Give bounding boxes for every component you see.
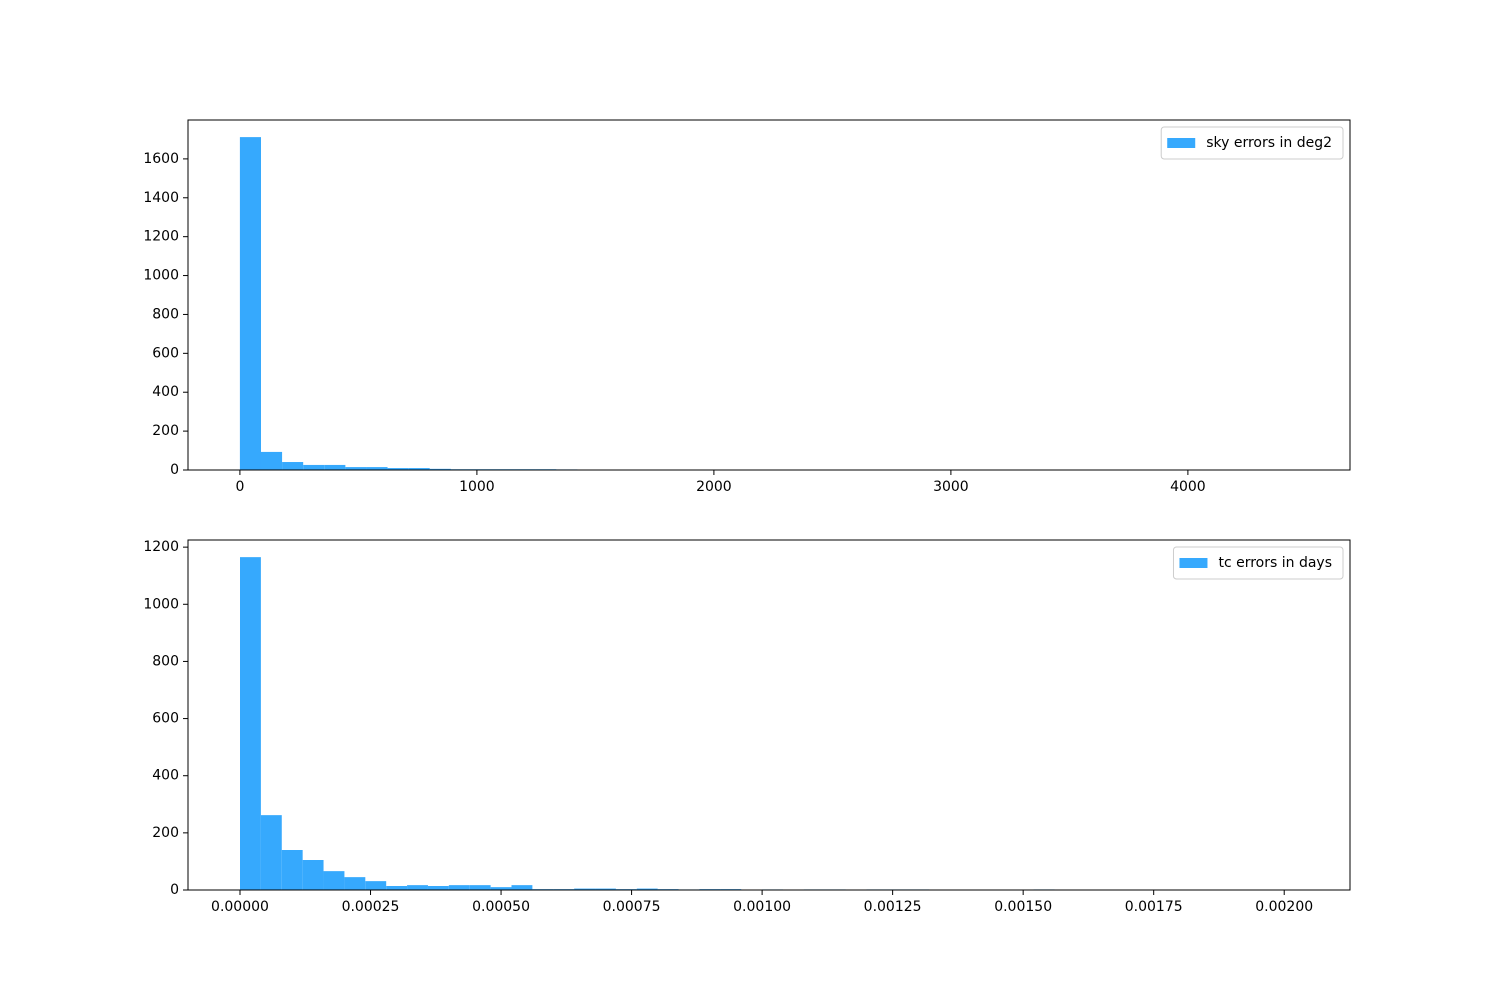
legend-patch <box>1179 558 1208 568</box>
y-tick-label: 400 <box>152 768 179 784</box>
legend-label: sky errors in deg2 <box>1206 135 1332 151</box>
x-tick-label: 0 <box>235 479 244 495</box>
histogram-bar <box>260 451 283 470</box>
legend-label: tc errors in days <box>1218 555 1332 571</box>
legend-box <box>1160 126 1344 160</box>
histogram-bar <box>345 467 367 470</box>
histogram-bar <box>323 871 345 890</box>
histogram-bar <box>427 886 449 890</box>
x-tick-label: 0.00200 <box>1255 899 1313 915</box>
legend-box <box>1172 546 1344 580</box>
histogram-bar <box>511 885 533 890</box>
axes-frame <box>187 119 1351 471</box>
histogram-bar <box>387 468 409 470</box>
x-tick-label: 0.00075 <box>603 899 661 915</box>
histogram-bar <box>366 467 388 470</box>
histogram-bar <box>407 885 428 890</box>
histogram-bar <box>429 468 451 470</box>
histogram-bar <box>469 885 491 890</box>
plot-area: 0 1000 2000 3000 4000 0 200 400 600 800 1000 1200 14… <box>143 119 1351 495</box>
y-tick-label: 1200 <box>143 539 179 555</box>
y-tick-label: 400 <box>152 384 179 400</box>
x-tick-label: 0.00000 <box>211 899 269 915</box>
y-tick-label: 800 <box>152 653 179 669</box>
axes-frame <box>187 539 1351 891</box>
histogram-bar <box>344 877 366 890</box>
legend-patch <box>1167 138 1196 148</box>
plot-area: 0.00000 0.00025 0.00050 0.00075 0.00100 0.001… <box>143 539 1351 915</box>
y-tick-label: 1000 <box>143 596 179 612</box>
histogram-bar <box>260 815 282 890</box>
y-tick-label: 1600 <box>143 151 179 167</box>
histogram-bar <box>448 885 470 890</box>
y-tick-label: 1000 <box>143 268 179 284</box>
y-tick-label: 1200 <box>143 229 179 245</box>
x-tick-label: 0.00175 <box>1125 899 1183 915</box>
histogram-bar <box>386 886 408 890</box>
histogram-bar <box>281 850 303 890</box>
y-tick-label: 1400 <box>143 190 179 206</box>
legend: tc errors in days <box>1172 546 1344 580</box>
x-tick-label: 0.00125 <box>864 899 922 915</box>
x-tick-label: 0.00050 <box>472 899 530 915</box>
y-tick-label: 0 <box>170 882 179 898</box>
histogram-bar <box>490 887 512 890</box>
y-tick-label: 600 <box>152 345 179 361</box>
histogram-bar <box>239 137 261 470</box>
histogram-bar <box>302 860 324 890</box>
x-tick-label: 1000 <box>459 479 495 495</box>
histogram-bar <box>303 464 325 470</box>
y-tick-label: 0 <box>170 462 179 478</box>
x-tick-label: 0.00150 <box>994 899 1052 915</box>
y-tick-label: 200 <box>152 825 179 841</box>
histogram-bar <box>282 462 304 470</box>
y-tick-label: 800 <box>152 306 179 322</box>
histogram-bar <box>595 888 616 890</box>
histogram-bar <box>240 557 261 890</box>
y-tick-label: 200 <box>152 423 179 439</box>
x-tick-label: 3000 <box>933 479 969 495</box>
histogram-bar <box>365 881 387 890</box>
x-tick-label: 2000 <box>696 479 732 495</box>
legend: sky errors in deg2 <box>1160 126 1344 160</box>
histogram-bar <box>636 888 658 890</box>
x-tick-label: 0.00100 <box>733 899 791 915</box>
x-tick-label: 0.00025 <box>342 899 400 915</box>
x-tick-label: 4000 <box>1170 479 1206 495</box>
histogram-bar <box>408 468 430 470</box>
y-tick-label: 600 <box>152 711 179 727</box>
histogram-bar <box>324 464 346 470</box>
histogram-bar <box>574 888 596 890</box>
